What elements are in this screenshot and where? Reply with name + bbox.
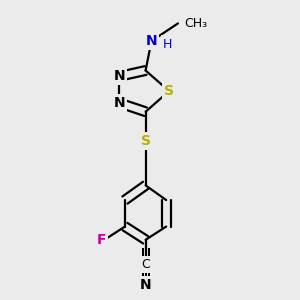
Text: S: S — [164, 84, 174, 98]
Text: N: N — [113, 69, 125, 83]
Text: N: N — [146, 34, 157, 48]
Text: S: S — [141, 134, 151, 148]
Text: CH₃: CH₃ — [184, 17, 207, 30]
Text: N: N — [140, 278, 152, 292]
Text: F: F — [97, 233, 106, 247]
Text: N: N — [113, 96, 125, 110]
Text: H: H — [163, 38, 172, 50]
Text: C: C — [141, 258, 150, 271]
